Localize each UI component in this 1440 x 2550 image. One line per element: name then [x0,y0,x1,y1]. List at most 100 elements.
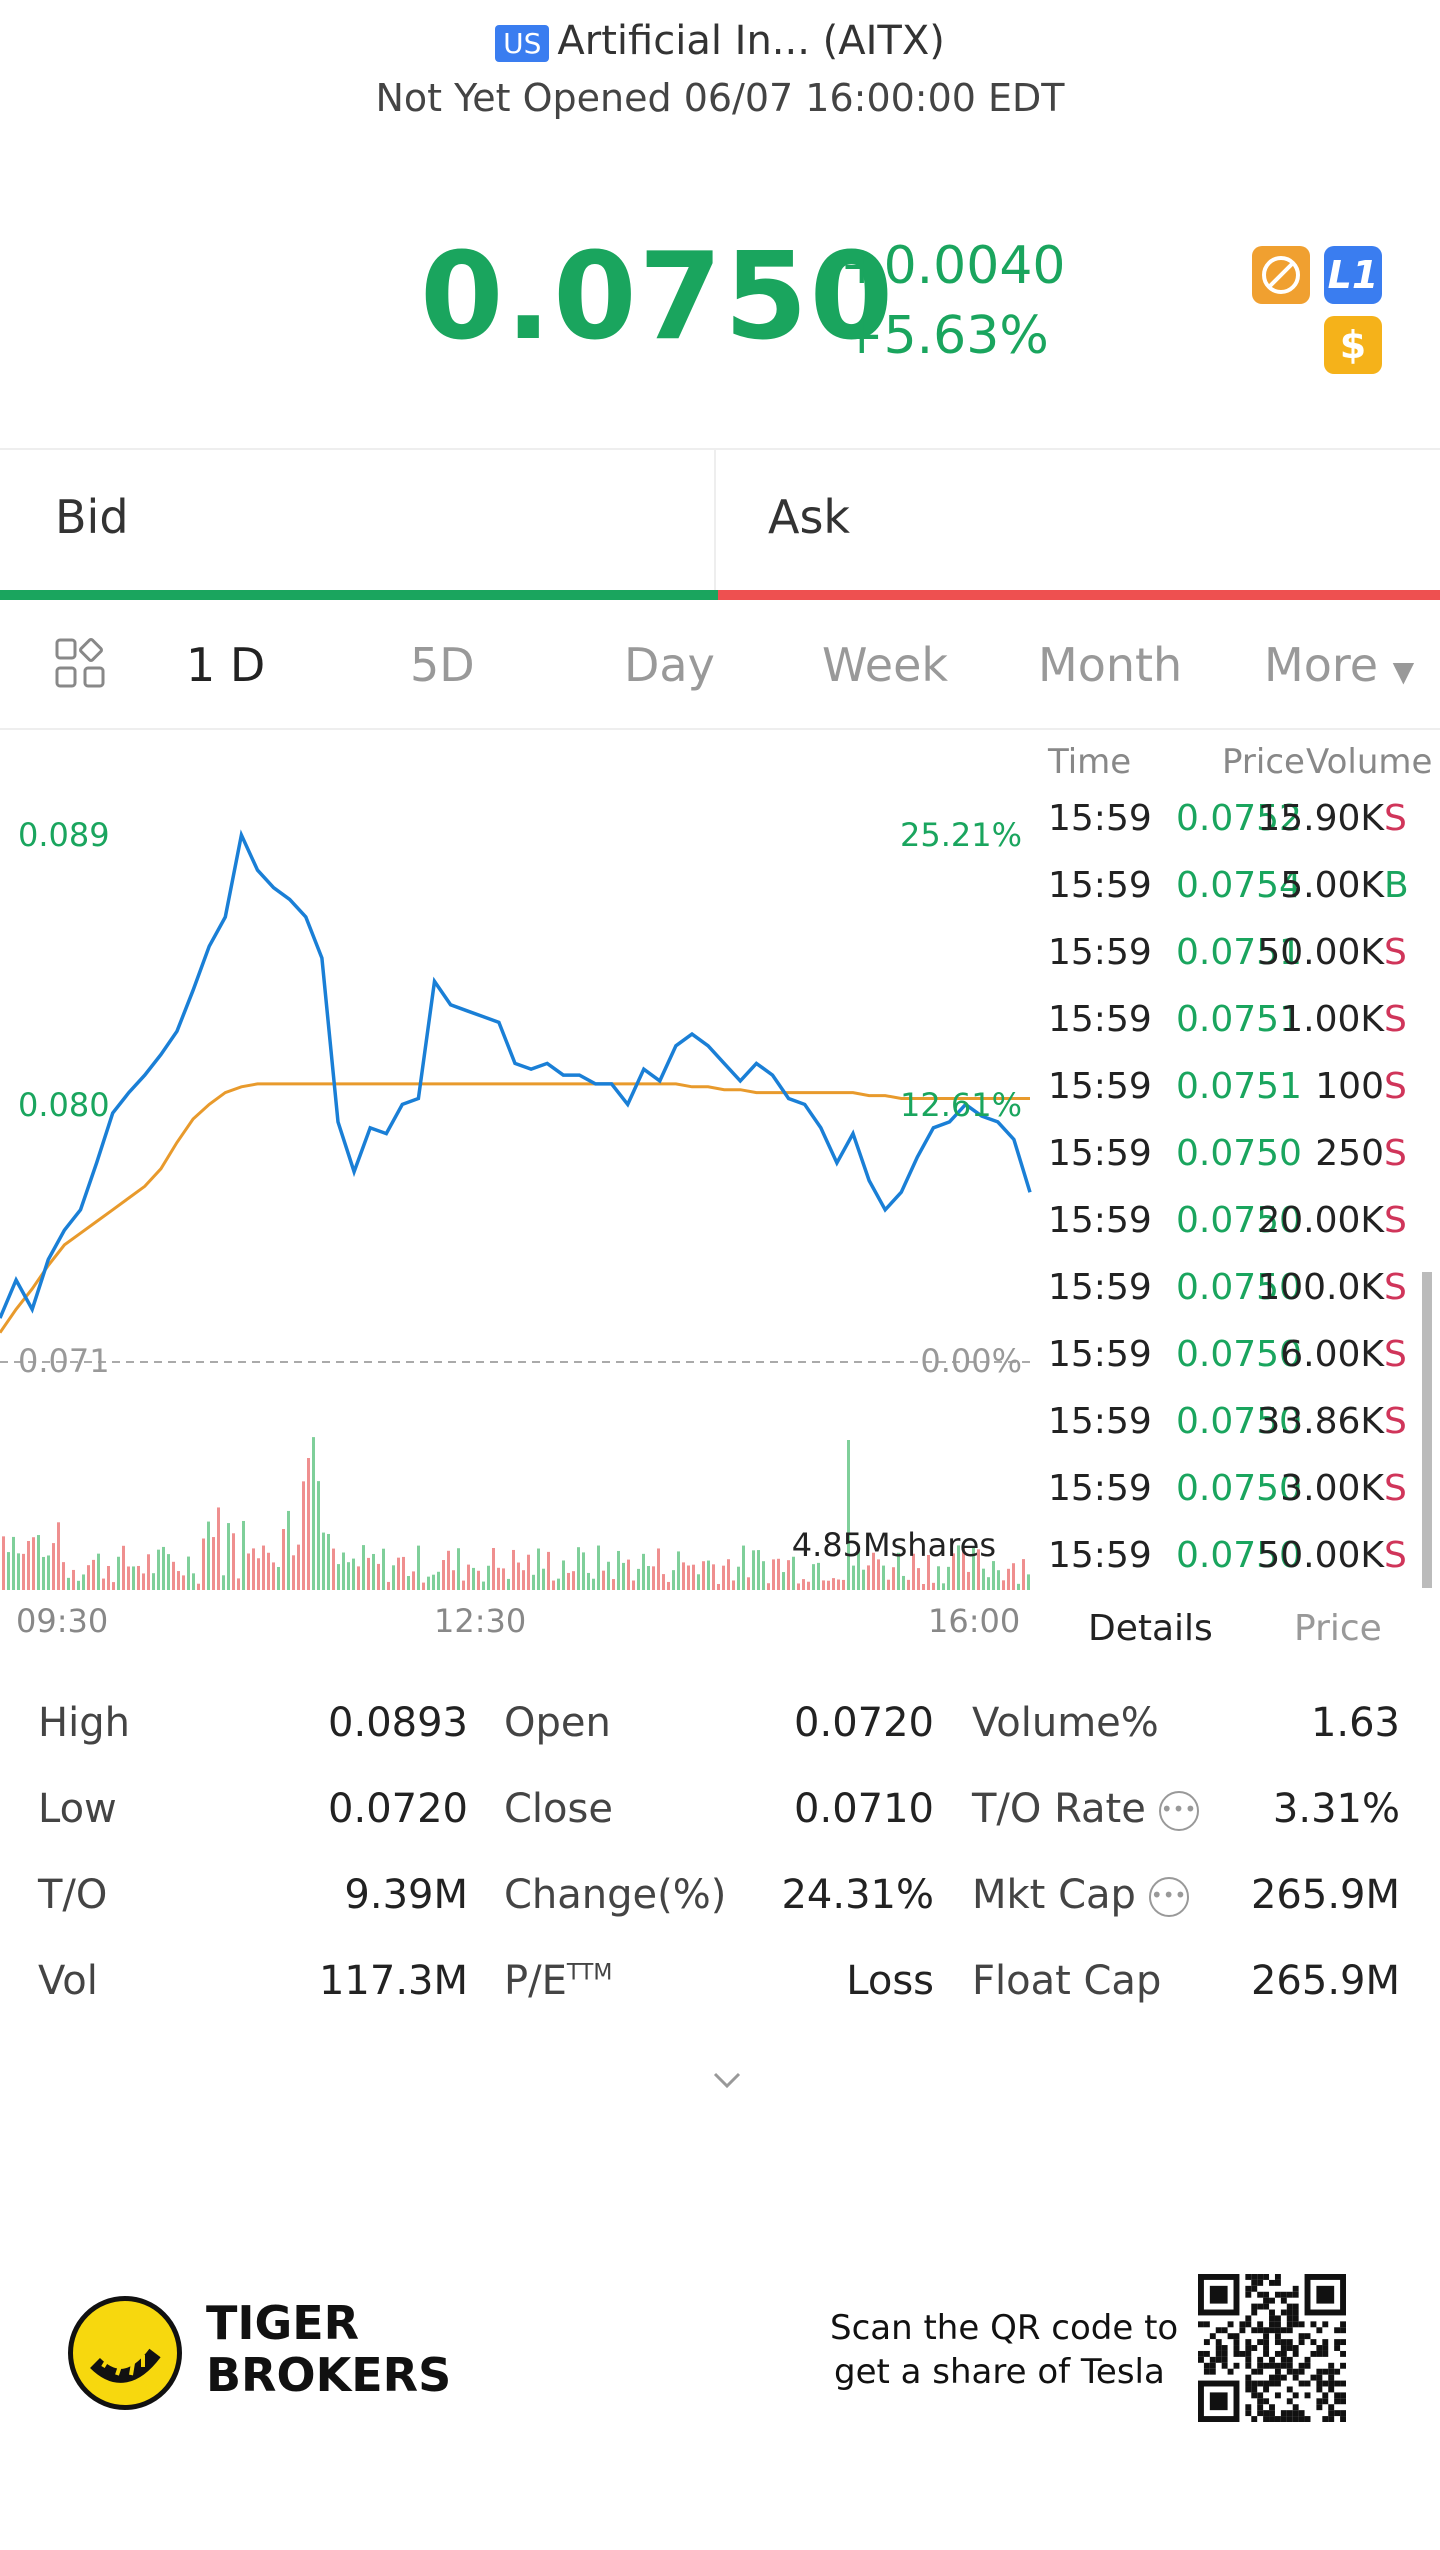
intraday-chart[interactable]: 0.089 0.080 0.071 25.21% 12.61% 0.00% 4.… [0,730,1040,1630]
volume-bar [332,1548,335,1590]
trade-price: 0.0750 [1176,1334,1302,1375]
volume-bar [432,1574,435,1590]
volume-bar [417,1545,420,1590]
volume-bar [737,1566,740,1590]
volume-bar [632,1580,635,1590]
volume-bar [772,1559,775,1590]
trade-price: 0.0750 [1176,1535,1302,1576]
stat-value: 1.63 [1310,1700,1400,1746]
volume-bar [27,1540,30,1590]
stat-label: Low [38,1786,117,1832]
pe-label: P/E [504,1958,567,2004]
trade-side: S [1384,999,1407,1040]
trade-price: 0.0750 [1176,1133,1302,1174]
tab-price[interactable]: Price [1294,1608,1382,1649]
price-line [0,829,1032,1319]
trades-header-price: Price [1222,742,1305,782]
dollar-icon[interactable]: $ [1324,316,1382,374]
tab-day[interactable]: Day [624,638,715,692]
volume-bar [122,1545,125,1590]
period-tabs: 1 D 5D Day Week Month More ▼ [0,600,1440,730]
trade-volume-cell: 15.90KS [1257,798,1410,839]
stat-label: Float Cap [972,1958,1162,2004]
price-change-percent: +5.63% [840,306,1049,366]
grid-layout-icon[interactable] [55,638,107,690]
y-label-low-pct: 0.00% [920,1342,1022,1380]
volume-bar [522,1570,525,1590]
tab-week[interactable]: Week [822,638,949,692]
volume-bar [672,1570,675,1590]
volume-bar [822,1580,825,1590]
volume-bar [197,1583,200,1590]
x-label-mid: 12:30 [434,1602,527,1640]
stat-label: T/O Rate [972,1786,1146,1832]
volume-bar [282,1529,285,1590]
volume-bar [472,1567,475,1590]
level1-icon[interactable]: L1 [1324,246,1382,304]
tab-details[interactable]: Details [1088,1608,1213,1649]
trade-price: 0.0751 [1176,999,1302,1040]
volume-bar [937,1566,940,1590]
volume-bar [492,1547,495,1590]
volume-bar [252,1548,255,1590]
volume-bar [207,1521,210,1590]
volume-bar [687,1565,690,1590]
bid-label[interactable]: Bid [55,490,129,544]
volume-bar [807,1581,810,1590]
trades-header-volume: Volume [1306,742,1433,782]
volume-bar [167,1554,170,1590]
stat-value: 9.39M [344,1872,468,1918]
tab-1d[interactable]: 1 D [186,638,266,692]
tab-5d[interactable]: 5D [410,638,475,692]
volume-bar [657,1548,660,1590]
volume-bar [67,1577,70,1590]
ask-label[interactable]: Ask [768,490,851,544]
tab-more[interactable]: More ▼ [1264,638,1414,692]
tab-month[interactable]: Month [1038,638,1183,692]
trade-row: 15:59 0.0750 100.0KS [0,1267,1440,1333]
volume-bar [712,1564,715,1590]
more-info-icon[interactable]: ••• [1158,1791,1199,1831]
volume-bar [72,1569,75,1590]
volume-bar [17,1553,20,1590]
volume-bar [842,1579,845,1590]
more-info-icon[interactable]: ••• [1148,1877,1189,1917]
volume-bar [1027,1574,1030,1590]
volume-bar [642,1553,645,1590]
volume-bar [517,1562,520,1590]
volume-bar [607,1561,610,1590]
volume-bar [677,1551,680,1590]
trade-volume: 6.00K [1280,1334,1384,1375]
expand-chevron-icon[interactable] [712,2070,742,2090]
volume-bar [112,1582,115,1590]
volume-bar [117,1556,120,1590]
volume-bar [732,1580,735,1590]
volume-bar [692,1564,695,1590]
stat-label: Open [504,1700,611,1746]
volume-bar [487,1565,490,1590]
volume-bar [777,1558,780,1590]
stat-value: 0.0720 [328,1786,468,1832]
y-label-mid-pct: 12.61% [900,1086,1022,1124]
volume-bar [237,1578,240,1590]
average-price-line [0,1082,1030,1334]
volume-bar [127,1566,130,1590]
trade-side: S [1384,1401,1407,1442]
trade-row: 15:59 0.0750 33.86KS [0,1401,1440,1467]
volume-bar [307,1458,310,1590]
volume-bar [982,1568,985,1590]
volume-bar [647,1566,650,1590]
trade-volume: 1.00K [1280,999,1384,1040]
trade-row: 15:59 0.0750 50.00KS [0,1535,1440,1601]
trade-side: S [1384,1535,1407,1576]
trade-volume: 33.86K [1257,1401,1384,1442]
stock-title[interactable]: US Artificial In... (AITX) [0,18,1440,64]
trades-scrollbar[interactable] [1422,1272,1432,1588]
volume-bar [147,1554,150,1590]
volume-bar [537,1548,540,1590]
stat-value: 265.9M [1250,1872,1400,1918]
volume-bar [812,1564,815,1590]
no-shortsell-icon[interactable] [1252,246,1310,304]
volume-bar [142,1573,145,1590]
trade-volume: 3.00K [1280,1468,1384,1509]
